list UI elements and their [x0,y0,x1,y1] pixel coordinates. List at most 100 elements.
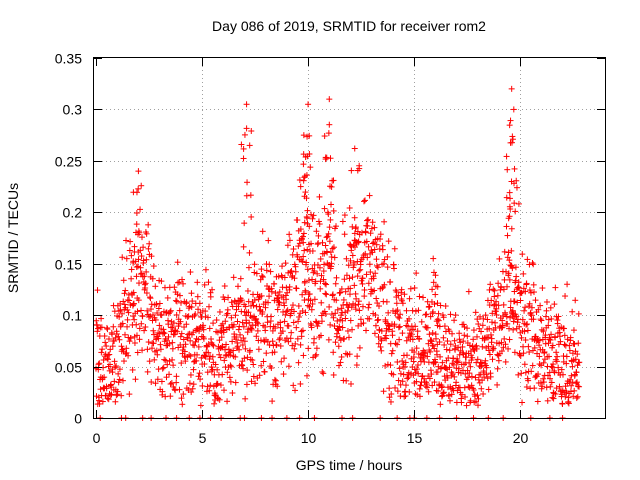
data-point [180,336,187,343]
data-point [148,378,155,385]
data-point [351,282,358,289]
data-point [104,326,111,333]
data-point [95,361,102,368]
data-point [304,215,311,222]
data-point [387,278,394,285]
data-point [295,227,302,234]
data-point [491,301,498,308]
data-point [506,122,513,129]
data-point [321,133,328,140]
data-point [248,128,255,135]
data-point [506,257,513,264]
data-point [272,325,279,332]
data-point [412,369,419,376]
data-point [296,176,303,183]
data-point [502,358,509,365]
data-point [575,340,582,347]
data-point [266,342,273,349]
data-point [500,301,507,308]
data-point [218,344,225,351]
data-point [498,348,505,355]
data-point [385,238,392,245]
data-point [351,214,358,221]
data-point [284,242,291,249]
data-point [238,141,245,148]
data-point [147,295,154,302]
data-point [562,293,569,300]
data-point [277,335,284,342]
data-point [503,153,510,160]
data-point [224,306,231,313]
data-point [387,362,394,369]
data-point [297,380,304,387]
data-point [352,237,359,244]
data-point [202,353,209,360]
data-point [526,349,533,356]
data-point [541,348,548,355]
data-point [354,353,361,360]
data-point [219,320,226,327]
data-point [299,307,306,314]
data-point [102,339,109,346]
data-point [569,308,576,315]
data-point [140,244,147,251]
data-point [236,346,243,353]
data-point [537,379,544,386]
data-point [475,402,482,409]
data-point [363,271,370,278]
data-point [305,101,312,108]
data-point [177,333,184,340]
data-point [131,243,138,250]
data-point [330,349,337,356]
data-point [253,316,260,323]
data-point [496,255,503,262]
data-point [359,303,366,310]
data-point [103,385,110,392]
data-point [477,313,484,320]
data-point [391,265,398,272]
data-point [369,240,376,247]
data-point [356,307,363,314]
data-point [508,225,515,232]
data-point [274,295,281,302]
data-point [125,309,132,316]
data-point [431,345,438,352]
data-point [535,306,542,313]
data-point [222,352,229,359]
data-point [502,341,509,348]
data-point [239,342,246,349]
data-point [536,342,543,349]
data-point [285,322,292,329]
data-point [227,362,234,369]
data-point [333,297,340,304]
data-point [254,319,261,326]
data-point [133,273,140,280]
data-point [499,317,506,324]
data-point [553,349,560,356]
data-point [280,299,287,306]
data-point [351,230,358,237]
data-point [180,280,187,287]
data-point [273,341,280,348]
data-point [563,353,570,360]
data-point [317,255,324,262]
data-point [176,386,183,393]
data-point [383,335,390,342]
data-point [100,384,107,391]
data-point [259,308,266,315]
data-point [513,273,520,280]
data-point [235,326,242,333]
data-point [241,220,248,227]
data-point [508,85,515,92]
data-point [206,325,213,332]
data-point [477,371,484,378]
data-point [248,326,255,333]
data-point [399,358,406,365]
data-point [278,358,285,365]
data-point [494,292,501,299]
data-point [187,371,194,378]
data-point [570,327,577,334]
data-point [227,378,234,385]
data-point [464,325,471,332]
data-point [477,363,484,370]
